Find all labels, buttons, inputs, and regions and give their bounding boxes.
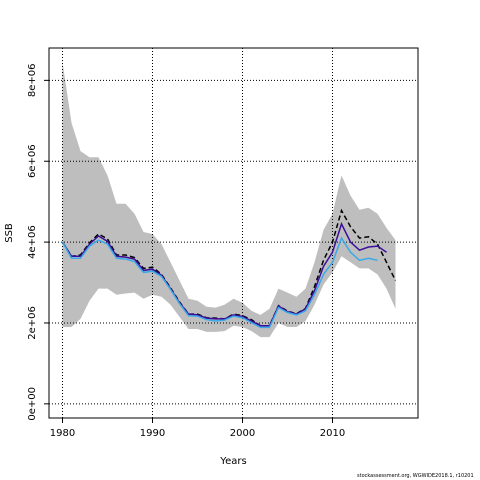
x-tick-label: 2010 — [320, 428, 345, 439]
series-line-2 — [61, 221, 387, 327]
confidence-band — [62, 62, 396, 338]
y-tick-label: 4e+06 — [27, 225, 38, 259]
x-tick-label: 1980 — [50, 428, 75, 439]
source-credit: stockassessment.org, WGWIDE2018.1, r1020… — [357, 473, 474, 479]
y-tick-label: 6e+06 — [27, 144, 38, 178]
x-tick-label: 1990 — [140, 428, 165, 439]
plot-frame — [48, 47, 419, 419]
x-axis-label: Years — [219, 456, 246, 467]
confidence-band-layer — [62, 62, 396, 338]
x-axis: 1980 1990 2000 2010 — [50, 418, 345, 439]
y-axis: 0e+00 2e+06 4e+06 6e+06 8e+06 — [27, 64, 49, 421]
x-tick-label: 2000 — [230, 428, 255, 439]
y-axis-label: SSB — [4, 223, 15, 243]
y-tick-label: 0e+00 — [27, 387, 38, 421]
y-tick-label: 2e+06 — [27, 306, 38, 340]
y-tick-label: 8e+06 — [27, 64, 38, 98]
series-line-3 — [61, 236, 378, 329]
series-layer — [61, 208, 397, 329]
